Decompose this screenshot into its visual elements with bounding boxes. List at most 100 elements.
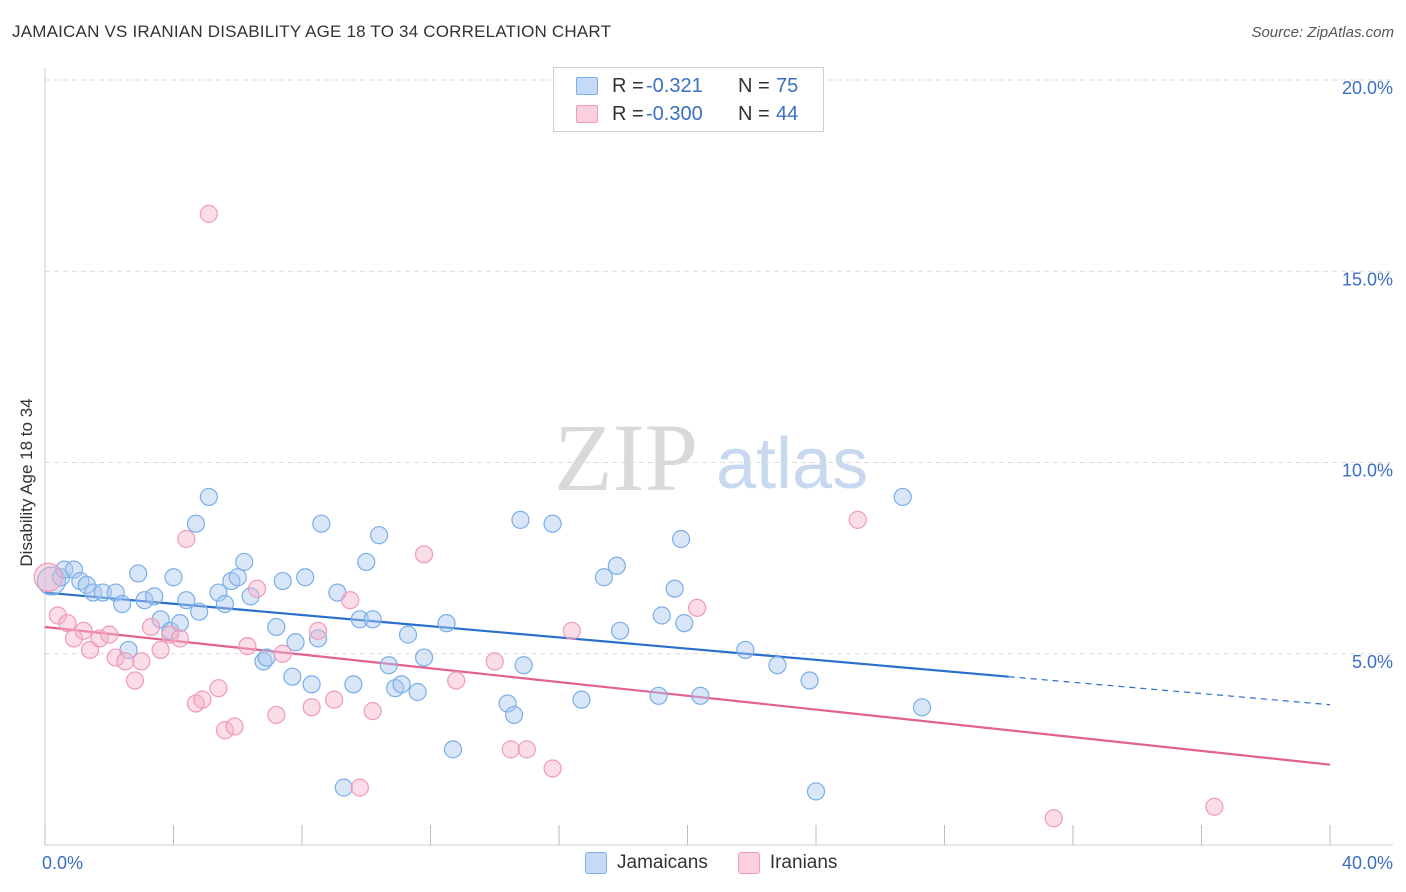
jamaicans-point bbox=[36, 566, 67, 596]
jamaicans-point bbox=[652, 606, 671, 625]
iranians-swatch bbox=[576, 105, 598, 123]
jamaicans-point bbox=[267, 617, 286, 637]
iranians-point bbox=[151, 640, 170, 660]
r-value: -0.321 bbox=[646, 74, 703, 97]
chart-title: JAMAICAN VS IRANIAN DISABILITY AGE 18 TO… bbox=[12, 22, 612, 41]
jamaicans-point bbox=[357, 552, 376, 572]
jamaicans-point bbox=[768, 656, 787, 675]
iranians-point bbox=[543, 759, 562, 778]
iranians-point bbox=[1044, 809, 1063, 828]
jamaicans-point bbox=[594, 568, 614, 587]
iranians-point bbox=[485, 652, 504, 671]
iranians-point bbox=[848, 510, 867, 529]
jamaicans-point bbox=[177, 591, 196, 610]
jamaicans-point bbox=[370, 526, 389, 545]
jamaicans-point bbox=[209, 583, 228, 602]
jamaicans-point bbox=[691, 686, 710, 705]
iranians-point bbox=[325, 690, 344, 709]
iranians-point bbox=[414, 545, 434, 564]
series-legend: Jamaicans Iranians bbox=[585, 852, 867, 874]
jamaicans-trend-extension bbox=[1008, 676, 1331, 706]
iranians-point bbox=[225, 717, 244, 736]
iranians-point bbox=[273, 644, 292, 663]
iranians-point bbox=[238, 636, 257, 656]
iranians-point bbox=[363, 702, 382, 721]
iranians-point bbox=[161, 625, 180, 644]
jamaicans-point bbox=[145, 587, 164, 606]
iranians-point bbox=[193, 690, 212, 709]
watermark-zip: ZIP bbox=[554, 404, 698, 511]
jamaicans-point bbox=[215, 594, 234, 614]
jamaicans-point bbox=[312, 514, 331, 533]
jamaicans-point bbox=[800, 671, 819, 690]
jamaicans-point bbox=[392, 675, 411, 694]
iranians-point bbox=[199, 204, 218, 223]
jamaicans-point bbox=[649, 686, 668, 705]
iranians-point bbox=[517, 740, 536, 759]
source-label: Source: ZipAtlas.com bbox=[1251, 24, 1394, 41]
jamaicans-point bbox=[286, 633, 305, 652]
jamaicans-point bbox=[498, 694, 517, 713]
jamaicans-point bbox=[235, 552, 254, 572]
jamaicans-point bbox=[379, 656, 398, 675]
iranians-point bbox=[247, 579, 267, 598]
y-tick-label: 20.0% bbox=[1342, 78, 1393, 98]
jamaicans-point bbox=[64, 560, 84, 579]
jamaicans-point bbox=[228, 568, 247, 587]
iranians-legend-swatch bbox=[737, 852, 760, 874]
r-value: -0.300 bbox=[646, 102, 703, 125]
iranians-point bbox=[90, 629, 109, 648]
jamaicans-point bbox=[675, 614, 694, 633]
jamaicans-point bbox=[610, 621, 630, 640]
jamaicans-point bbox=[912, 698, 932, 717]
jamaicans-point bbox=[572, 690, 591, 709]
jamaicans-point bbox=[84, 583, 103, 602]
iranians-point bbox=[48, 606, 67, 625]
legend-item-iranians: Iranians bbox=[737, 852, 837, 874]
jamaicans-point bbox=[363, 610, 382, 629]
jamaicans-point bbox=[543, 514, 562, 533]
legend-row-iranians: R = -0.300 N = 44 bbox=[576, 100, 798, 128]
jamaicans-point bbox=[514, 656, 533, 675]
jamaicans-point bbox=[504, 705, 524, 725]
legend-row-jamaicans: R = -0.321 N = 75 bbox=[576, 72, 798, 100]
watermark-atlas: atlas bbox=[716, 424, 868, 504]
jamaicans-point bbox=[806, 782, 826, 801]
iranians-point bbox=[33, 562, 63, 592]
jamaicans-point bbox=[273, 571, 292, 591]
iranians-point bbox=[170, 629, 190, 648]
iranians-point bbox=[58, 614, 77, 633]
jamaicans-point bbox=[186, 514, 206, 533]
jamaicans-point bbox=[135, 591, 154, 610]
iranians-point bbox=[350, 778, 369, 797]
iranians-point bbox=[501, 740, 520, 759]
y-tick-label: 5.0% bbox=[1352, 652, 1393, 672]
jamaicans-point bbox=[398, 625, 418, 644]
n-label: N = bbox=[738, 102, 770, 125]
iranians-point bbox=[177, 529, 196, 549]
iranians-point bbox=[267, 705, 286, 725]
y-axis-title: Disability Age 18 to 34 bbox=[17, 398, 36, 566]
x-tick-label: 40.0% bbox=[1342, 853, 1393, 873]
iranians-point bbox=[447, 671, 466, 690]
jamaicans-point bbox=[199, 487, 218, 507]
iranians-point bbox=[215, 721, 234, 740]
y-tick-label: 10.0% bbox=[1342, 461, 1393, 481]
jamaicans-point bbox=[665, 579, 684, 598]
jamaicans-point bbox=[736, 640, 755, 660]
iranians-point bbox=[141, 617, 161, 637]
iranians-point bbox=[688, 598, 707, 617]
jamaicans-point bbox=[408, 682, 427, 702]
iranians-point bbox=[1205, 797, 1224, 816]
jamaicans-point bbox=[344, 675, 363, 694]
jamaicans-point bbox=[106, 583, 125, 602]
jamaicans-point bbox=[350, 610, 369, 629]
jamaicans-point bbox=[161, 621, 180, 640]
jamaicans-legend-label: Jamaicans bbox=[617, 852, 708, 873]
jamaicans-point bbox=[164, 568, 183, 587]
n-label: N = bbox=[738, 74, 770, 97]
iranians-point bbox=[302, 698, 321, 717]
iranians-point bbox=[106, 648, 125, 667]
jamaicans-point bbox=[55, 560, 74, 579]
